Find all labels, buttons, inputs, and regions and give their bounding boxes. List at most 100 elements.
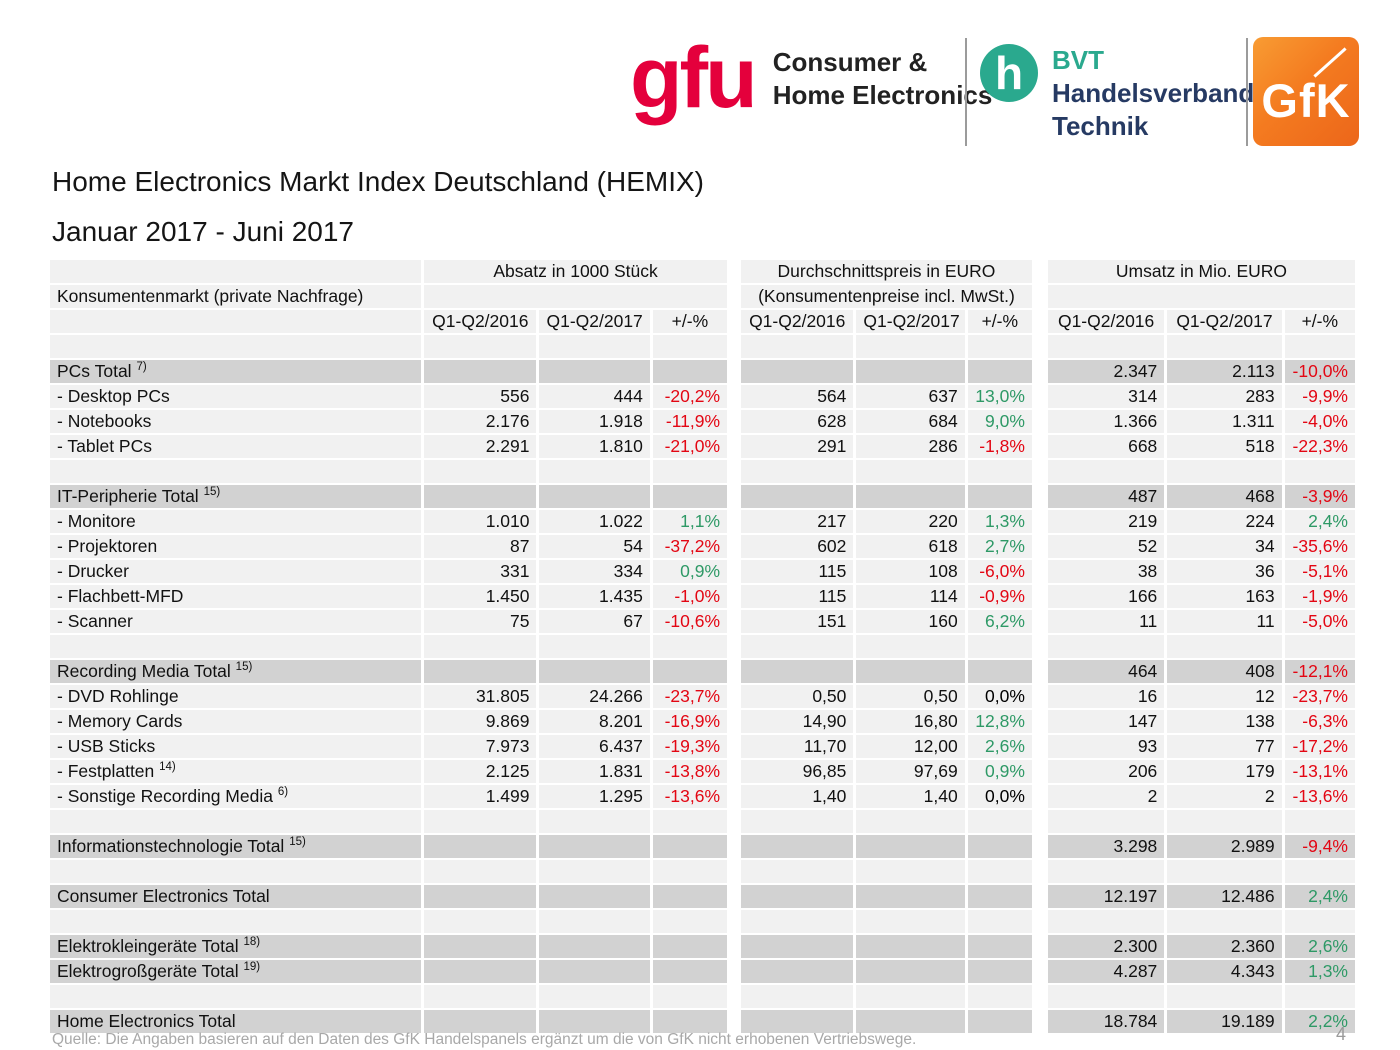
row-label: - Festplatten 14) — [50, 760, 422, 783]
value-cell — [856, 485, 965, 508]
value-cell — [967, 885, 1032, 908]
group-gap — [730, 385, 738, 408]
value-cell — [741, 335, 854, 358]
value-cell: 151 — [741, 610, 854, 633]
value-cell — [967, 910, 1032, 933]
value-cell — [741, 835, 854, 858]
value-cell — [967, 485, 1032, 508]
value-cell: 217 — [741, 510, 854, 533]
value-cell — [424, 810, 537, 833]
value-cell — [967, 810, 1032, 833]
subheader-row: Konsumentenmarkt (private Nachfrage) (Ko… — [50, 285, 1355, 308]
value-cell — [539, 660, 650, 683]
value-cell — [1047, 910, 1165, 933]
value-cell: 138 — [1167, 710, 1282, 733]
row-label: Recording Media Total 15) — [50, 660, 422, 683]
value-cell: -17,2% — [1284, 735, 1355, 758]
value-cell — [539, 935, 650, 958]
table-row: - Sonstige Recording Media 6) 1.499 1.295-… — [50, 785, 1355, 808]
value-cell: -13,6% — [1284, 785, 1355, 808]
value-cell: 4.287 — [1047, 960, 1165, 983]
value-cell — [856, 360, 965, 383]
group-gap — [730, 660, 738, 683]
value-cell — [741, 660, 854, 683]
value-cell — [741, 885, 854, 908]
value-cell: 114 — [856, 585, 965, 608]
value-cell — [539, 635, 650, 658]
value-cell — [1284, 910, 1355, 933]
value-cell: 12,00 — [856, 735, 965, 758]
value-cell: 160 — [856, 610, 965, 633]
corner-cell — [50, 260, 422, 283]
value-cell — [741, 360, 854, 383]
row-label: - Monitore — [50, 510, 422, 533]
group-gap — [730, 485, 738, 508]
table-row: - Drucker 331 334 0,9% 115 108 -6,0% 38 36 -5,1% — [50, 560, 1355, 583]
group-gap — [1035, 435, 1045, 458]
value-cell: 77 — [1167, 735, 1282, 758]
row-label — [50, 460, 422, 483]
group-header-preis: Durchschnittspreis in EURO — [741, 260, 1032, 283]
value-cell: 2,4% — [1284, 885, 1355, 908]
value-cell: 54 — [539, 535, 650, 558]
row-label: - Sonstige Recording Media 6) — [50, 785, 422, 808]
group-gap — [730, 835, 738, 858]
value-cell — [539, 485, 650, 508]
group-gap — [1035, 610, 1045, 633]
empty-cell — [1047, 285, 1355, 308]
value-cell: 97,69 — [856, 760, 965, 783]
value-cell: 684 — [856, 410, 965, 433]
value-cell — [424, 335, 537, 358]
group-gap — [730, 685, 738, 708]
group-gap — [1035, 360, 1045, 383]
value-cell: -9,4% — [1284, 835, 1355, 858]
value-cell: 556 — [424, 385, 537, 408]
value-cell: 18.784 — [1047, 1010, 1165, 1033]
group-gap — [1035, 310, 1045, 333]
col-header-absatz-2016: Q1-Q2/2016 — [424, 310, 537, 333]
value-cell: 34 — [1167, 535, 1282, 558]
table-row: IT-Peripherie Total 15) 487 468 -3,9% — [50, 485, 1355, 508]
value-cell — [1047, 460, 1165, 483]
col-header-preis-pct: +/-% — [967, 310, 1032, 333]
row-label — [50, 335, 422, 358]
group-gap — [1035, 485, 1045, 508]
value-cell: 2,6% — [1284, 935, 1355, 958]
spacer-row — [50, 910, 1355, 933]
value-cell: 0,9% — [967, 760, 1032, 783]
value-cell: 628 — [741, 410, 854, 433]
value-cell — [652, 335, 728, 358]
spacer-row — [50, 335, 1355, 358]
value-cell: 0,9% — [652, 560, 728, 583]
value-cell: 19.189 — [1167, 1010, 1282, 1033]
group-gap — [1035, 960, 1045, 983]
value-cell: 9,0% — [967, 410, 1032, 433]
row-label — [50, 635, 422, 658]
value-cell — [424, 935, 537, 958]
value-cell: 12.197 — [1047, 885, 1165, 908]
value-cell — [652, 985, 728, 1008]
value-cell: -13,1% — [1284, 760, 1355, 783]
value-cell: -37,2% — [652, 535, 728, 558]
value-cell: -1,0% — [652, 585, 728, 608]
value-cell — [424, 910, 537, 933]
table-row: - Notebooks 2.176 1.918 -11,9% 628 684 9,0% 1.3… — [50, 410, 1355, 433]
value-cell: 12.486 — [1167, 885, 1282, 908]
table-row: - Monitore 1.010 1.022 1,1% 217 220 1,3% 219 224… — [50, 510, 1355, 533]
value-cell — [652, 635, 728, 658]
value-cell: 31.805 — [424, 685, 537, 708]
gfu-logo: gfu Consumer & Home Electronics — [630, 30, 992, 126]
value-cell — [1047, 335, 1165, 358]
gfk-logo: GfK — [1253, 37, 1359, 146]
value-cell: 564 — [741, 385, 854, 408]
gfu-wordmark-icon: gfu — [630, 30, 758, 126]
footnote-ref: 7) — [136, 361, 147, 374]
bvt-circle-icon: h — [980, 44, 1038, 102]
value-cell: 1.435 — [539, 585, 650, 608]
page-subtitle: Januar 2017 - Juni 2017 — [52, 216, 354, 247]
value-cell — [424, 835, 537, 858]
group-gap — [1035, 260, 1045, 283]
group-header-row: Absatz in 1000 Stück Durchschnittspreis … — [50, 260, 1355, 283]
value-cell — [1047, 860, 1165, 883]
value-cell — [856, 335, 965, 358]
